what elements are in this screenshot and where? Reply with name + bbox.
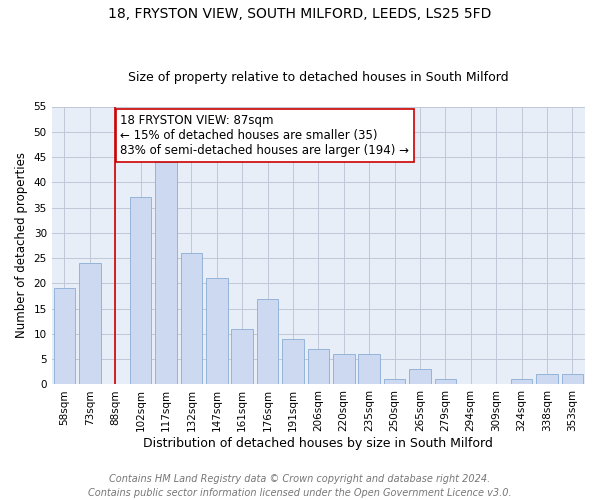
Bar [358, 354, 380, 384]
Bar [79, 263, 101, 384]
Bar [308, 349, 329, 384]
Bar [53, 288, 75, 384]
Bar [409, 370, 431, 384]
Bar [562, 374, 583, 384]
Bar [232, 329, 253, 384]
Bar [282, 339, 304, 384]
Text: 18, FRYSTON VIEW, SOUTH MILFORD, LEEDS, LS25 5FD: 18, FRYSTON VIEW, SOUTH MILFORD, LEEDS, … [109, 8, 491, 22]
Y-axis label: Number of detached properties: Number of detached properties [15, 152, 28, 338]
Bar [333, 354, 355, 384]
Bar [155, 162, 177, 384]
Bar [130, 198, 151, 384]
Bar [536, 374, 557, 384]
Bar [257, 298, 278, 384]
Text: Contains HM Land Registry data © Crown copyright and database right 2024.
Contai: Contains HM Land Registry data © Crown c… [88, 474, 512, 498]
Bar [384, 380, 406, 384]
Title: Size of property relative to detached houses in South Milford: Size of property relative to detached ho… [128, 72, 509, 85]
Bar [181, 253, 202, 384]
Text: 18 FRYSTON VIEW: 87sqm
← 15% of detached houses are smaller (35)
83% of semi-det: 18 FRYSTON VIEW: 87sqm ← 15% of detached… [120, 114, 409, 157]
Bar [511, 380, 532, 384]
Bar [434, 380, 456, 384]
Bar [206, 278, 227, 384]
X-axis label: Distribution of detached houses by size in South Milford: Distribution of detached houses by size … [143, 437, 493, 450]
